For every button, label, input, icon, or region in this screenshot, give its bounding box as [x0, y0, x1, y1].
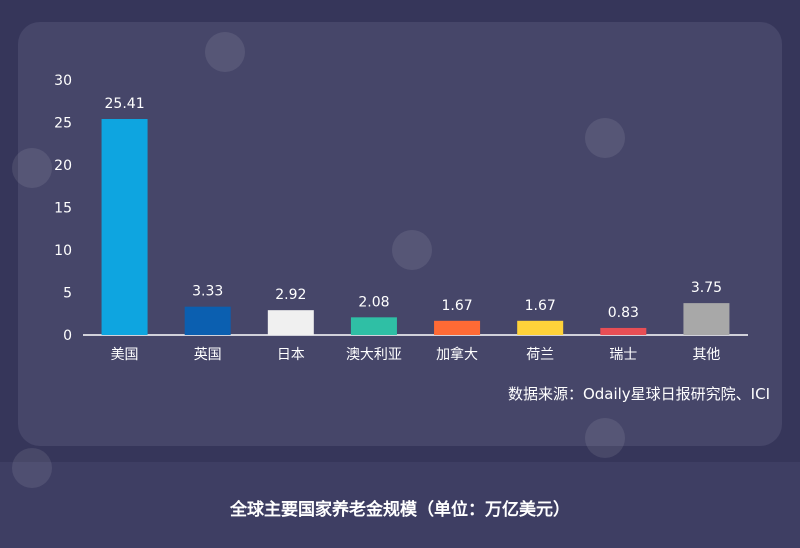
x-tick-label: 澳大利亚 — [346, 347, 402, 363]
x-tick-label: 加拿大 — [436, 346, 478, 363]
x-tick-label: 荷兰 — [526, 347, 554, 363]
bar-2 — [184, 306, 231, 335]
data-label: 2.92 — [275, 287, 306, 303]
bar-3 — [267, 310, 314, 335]
y-tick-label: 25 — [54, 116, 72, 132]
bar-1 — [101, 119, 148, 335]
data-label: 3.33 — [192, 284, 223, 300]
chart-title: 全球主要国家养老金规模（单位：万亿美元） — [230, 500, 570, 520]
y-tick-label: 10 — [54, 243, 72, 259]
bar-5 — [434, 320, 481, 335]
x-tick-label: 美国 — [111, 347, 139, 363]
data-source-note: 数据来源：Odaily星球日报研究院、ICI — [507, 385, 770, 403]
data-label: 2.08 — [358, 294, 389, 310]
data-label: 0.83 — [608, 305, 639, 321]
data-label: 1.67 — [441, 298, 472, 314]
y-tick-label: 20 — [54, 158, 72, 174]
bar-4 — [350, 317, 397, 335]
data-label: 25.41 — [105, 96, 145, 112]
data-label: 1.67 — [525, 298, 556, 314]
y-tick-label: 15 — [54, 201, 72, 217]
y-tick-label: 30 — [54, 73, 72, 89]
x-tick-label: 日本 — [277, 347, 305, 363]
x-tick-label: 英国 — [194, 346, 222, 363]
data-label: 3.75 — [691, 280, 722, 296]
y-tick-label: 0 — [63, 328, 72, 344]
footer-bar: 全球主要国家养老金规模（单位：万亿美元） — [0, 462, 800, 548]
bar-7 — [600, 327, 647, 335]
bar-8 — [683, 303, 730, 335]
bar-6 — [517, 320, 564, 335]
x-tick-label: 瑞士 — [609, 347, 637, 363]
y-tick-label: 5 — [63, 286, 72, 302]
x-tick-label: 其他 — [692, 347, 720, 363]
